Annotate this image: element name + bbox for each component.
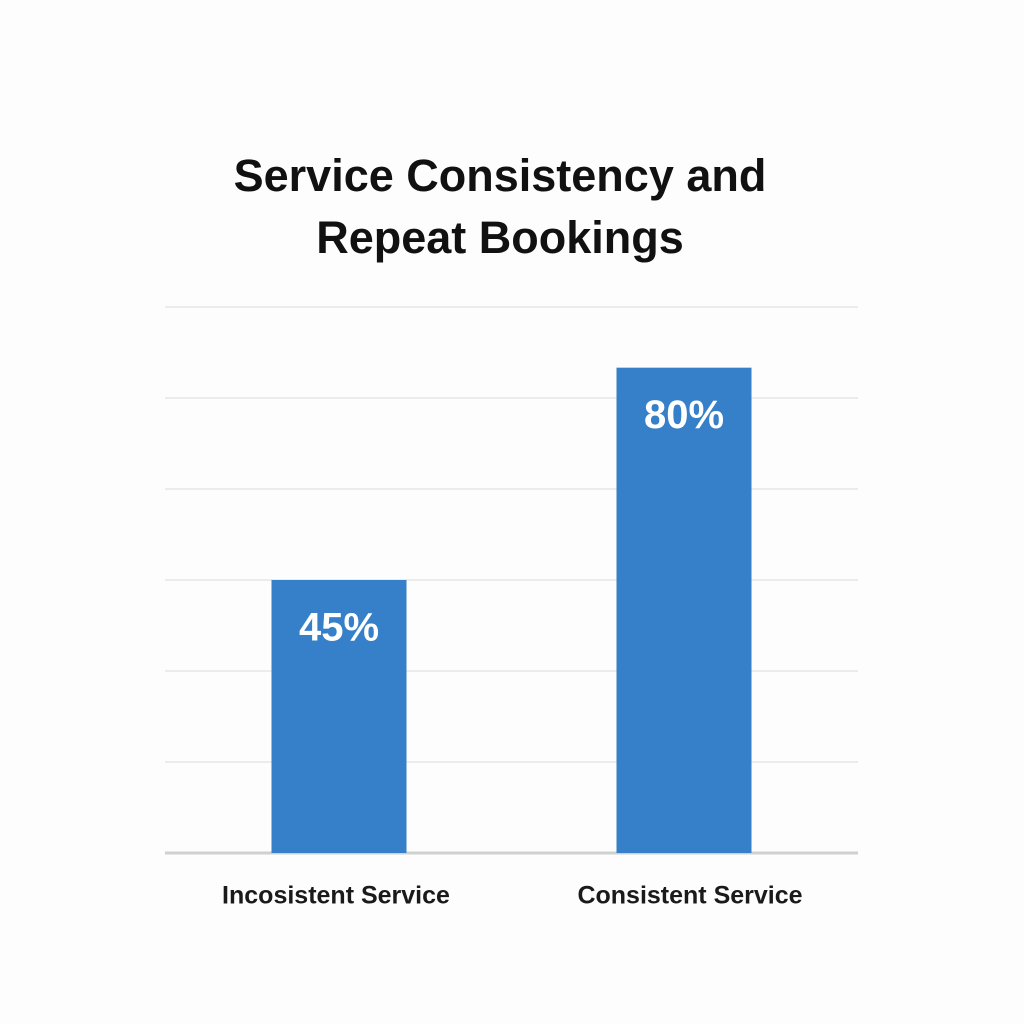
bar: [616, 367, 752, 853]
value-label: 45%: [299, 606, 379, 650]
value-label: 80%: [644, 393, 724, 437]
x-tick-label: Consistent Service: [577, 882, 802, 910]
bar: [271, 580, 407, 853]
x-tick-label: Incosistent Service: [222, 882, 450, 910]
chart-title: Service Consistency and Repeat Bookings: [233, 150, 767, 263]
